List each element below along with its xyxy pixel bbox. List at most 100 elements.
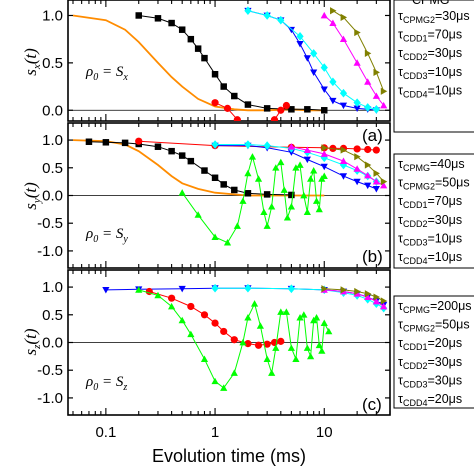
y-tick-label: -0.5 — [37, 362, 63, 379]
data-point — [364, 49, 372, 57]
y-tick-label: 0.0 — [42, 188, 63, 205]
data-point — [244, 169, 252, 177]
x-tick-label: 0.1 — [95, 424, 116, 441]
data-point — [320, 172, 328, 179]
data-point — [312, 197, 321, 204]
x-axis-label: Evolution time (ms) — [152, 446, 306, 466]
data-point — [287, 26, 295, 34]
data-point — [329, 19, 337, 26]
y-tick-label: 1.0 — [42, 279, 63, 296]
legend-entry-cdd4: τCDD4=10μs — [398, 83, 462, 99]
x-tick-label: 1 — [211, 424, 219, 441]
panel-a-frame — [67, 0, 391, 122]
data-point — [268, 369, 276, 376]
data-point — [354, 28, 361, 37]
data-point — [178, 152, 186, 159]
data-point — [231, 92, 238, 100]
data-point — [194, 45, 202, 52]
data-point — [372, 104, 380, 114]
data-point — [380, 178, 388, 186]
data-point — [282, 101, 290, 110]
legend-box — [393, 153, 474, 269]
data-point — [244, 283, 252, 293]
data-point — [211, 377, 219, 385]
data-point — [364, 103, 372, 112]
data-point — [296, 161, 304, 168]
data-point — [353, 145, 361, 153]
data-point — [320, 86, 328, 94]
data-point — [292, 355, 300, 363]
panel-b: -1.0 -0.5 0.0 0.5 1.0 sy(t) ρ0 = Sy (b) τCPM… — [21, 122, 474, 269]
data-point — [135, 12, 142, 19]
data-point — [121, 139, 129, 147]
data-point — [303, 344, 311, 351]
data-point — [135, 137, 143, 145]
data-point — [354, 287, 361, 296]
data-point — [194, 211, 202, 218]
data-point — [320, 11, 328, 19]
panel-b-ylabel: sy(t) — [21, 182, 43, 210]
data-point — [255, 129, 262, 136]
panel-a-plot-area: 0.0 0.5 1.0 — [42, 0, 391, 136]
panel-a: 0.0 0.5 1.0 sx(t) ρ0 = Sx (a) CPMG τCPMG2=3… — [21, 0, 474, 145]
data-point — [340, 13, 348, 21]
panel-b-letter: (b) — [362, 247, 383, 266]
data-point — [102, 286, 110, 294]
data-point — [230, 369, 238, 376]
data-point — [288, 106, 295, 113]
data-point — [372, 178, 380, 185]
data-point — [287, 344, 295, 351]
data-point — [211, 283, 219, 293]
data-point — [283, 214, 292, 221]
data-point — [340, 146, 348, 154]
data-point — [339, 102, 348, 110]
legend-entry-cdd4: τCDD4=10μs — [398, 250, 462, 266]
panel-c-legend: τCPMG=200μs τCPMG2=50μs τCDD1=20μs τCDD2=30… — [393, 295, 474, 409]
data-point — [310, 49, 318, 58]
data-point — [187, 330, 195, 338]
data-point — [211, 233, 219, 240]
data-point — [339, 157, 348, 165]
data-point — [364, 290, 372, 298]
data-point — [154, 291, 162, 299]
data-point — [268, 202, 276, 210]
data-point — [233, 222, 241, 229]
legend-entry-cpmg2: τCPMG2=50μs — [398, 318, 470, 334]
legend-entry-cdd2: τCDD2=30μs — [398, 355, 462, 371]
data-point — [272, 164, 280, 171]
series-group — [72, 6, 388, 136]
data-point — [380, 181, 388, 189]
data-point — [280, 186, 288, 193]
data-point — [211, 140, 219, 149]
data-point — [168, 147, 175, 155]
data-point — [330, 7, 337, 15]
data-point — [244, 190, 252, 197]
legend-entry-cdd1: τCDD1=70μs — [398, 194, 462, 210]
data-point — [168, 302, 176, 310]
data-point — [250, 300, 259, 307]
data-point — [201, 167, 208, 174]
y-tick-label: 0.5 — [42, 307, 63, 324]
data-point — [254, 341, 263, 349]
y-tick-label: -1.0 — [37, 390, 63, 407]
data-point — [304, 106, 311, 113]
data-point — [354, 153, 361, 161]
data-point — [211, 174, 219, 182]
data-point — [303, 156, 311, 164]
data-point — [380, 87, 388, 95]
data-point — [201, 54, 208, 62]
data-point — [339, 173, 348, 180]
data-point — [277, 337, 285, 345]
data-point — [263, 340, 271, 348]
data-point — [320, 163, 328, 171]
data-point — [263, 105, 271, 112]
data-point — [263, 222, 271, 229]
data-point — [296, 32, 304, 41]
data-point — [254, 175, 263, 182]
data-point — [310, 69, 318, 76]
data-point — [320, 319, 328, 326]
y-tick-label: -0.5 — [37, 215, 63, 232]
data-point — [187, 35, 195, 43]
data-point — [248, 153, 257, 160]
data-point — [178, 26, 186, 33]
